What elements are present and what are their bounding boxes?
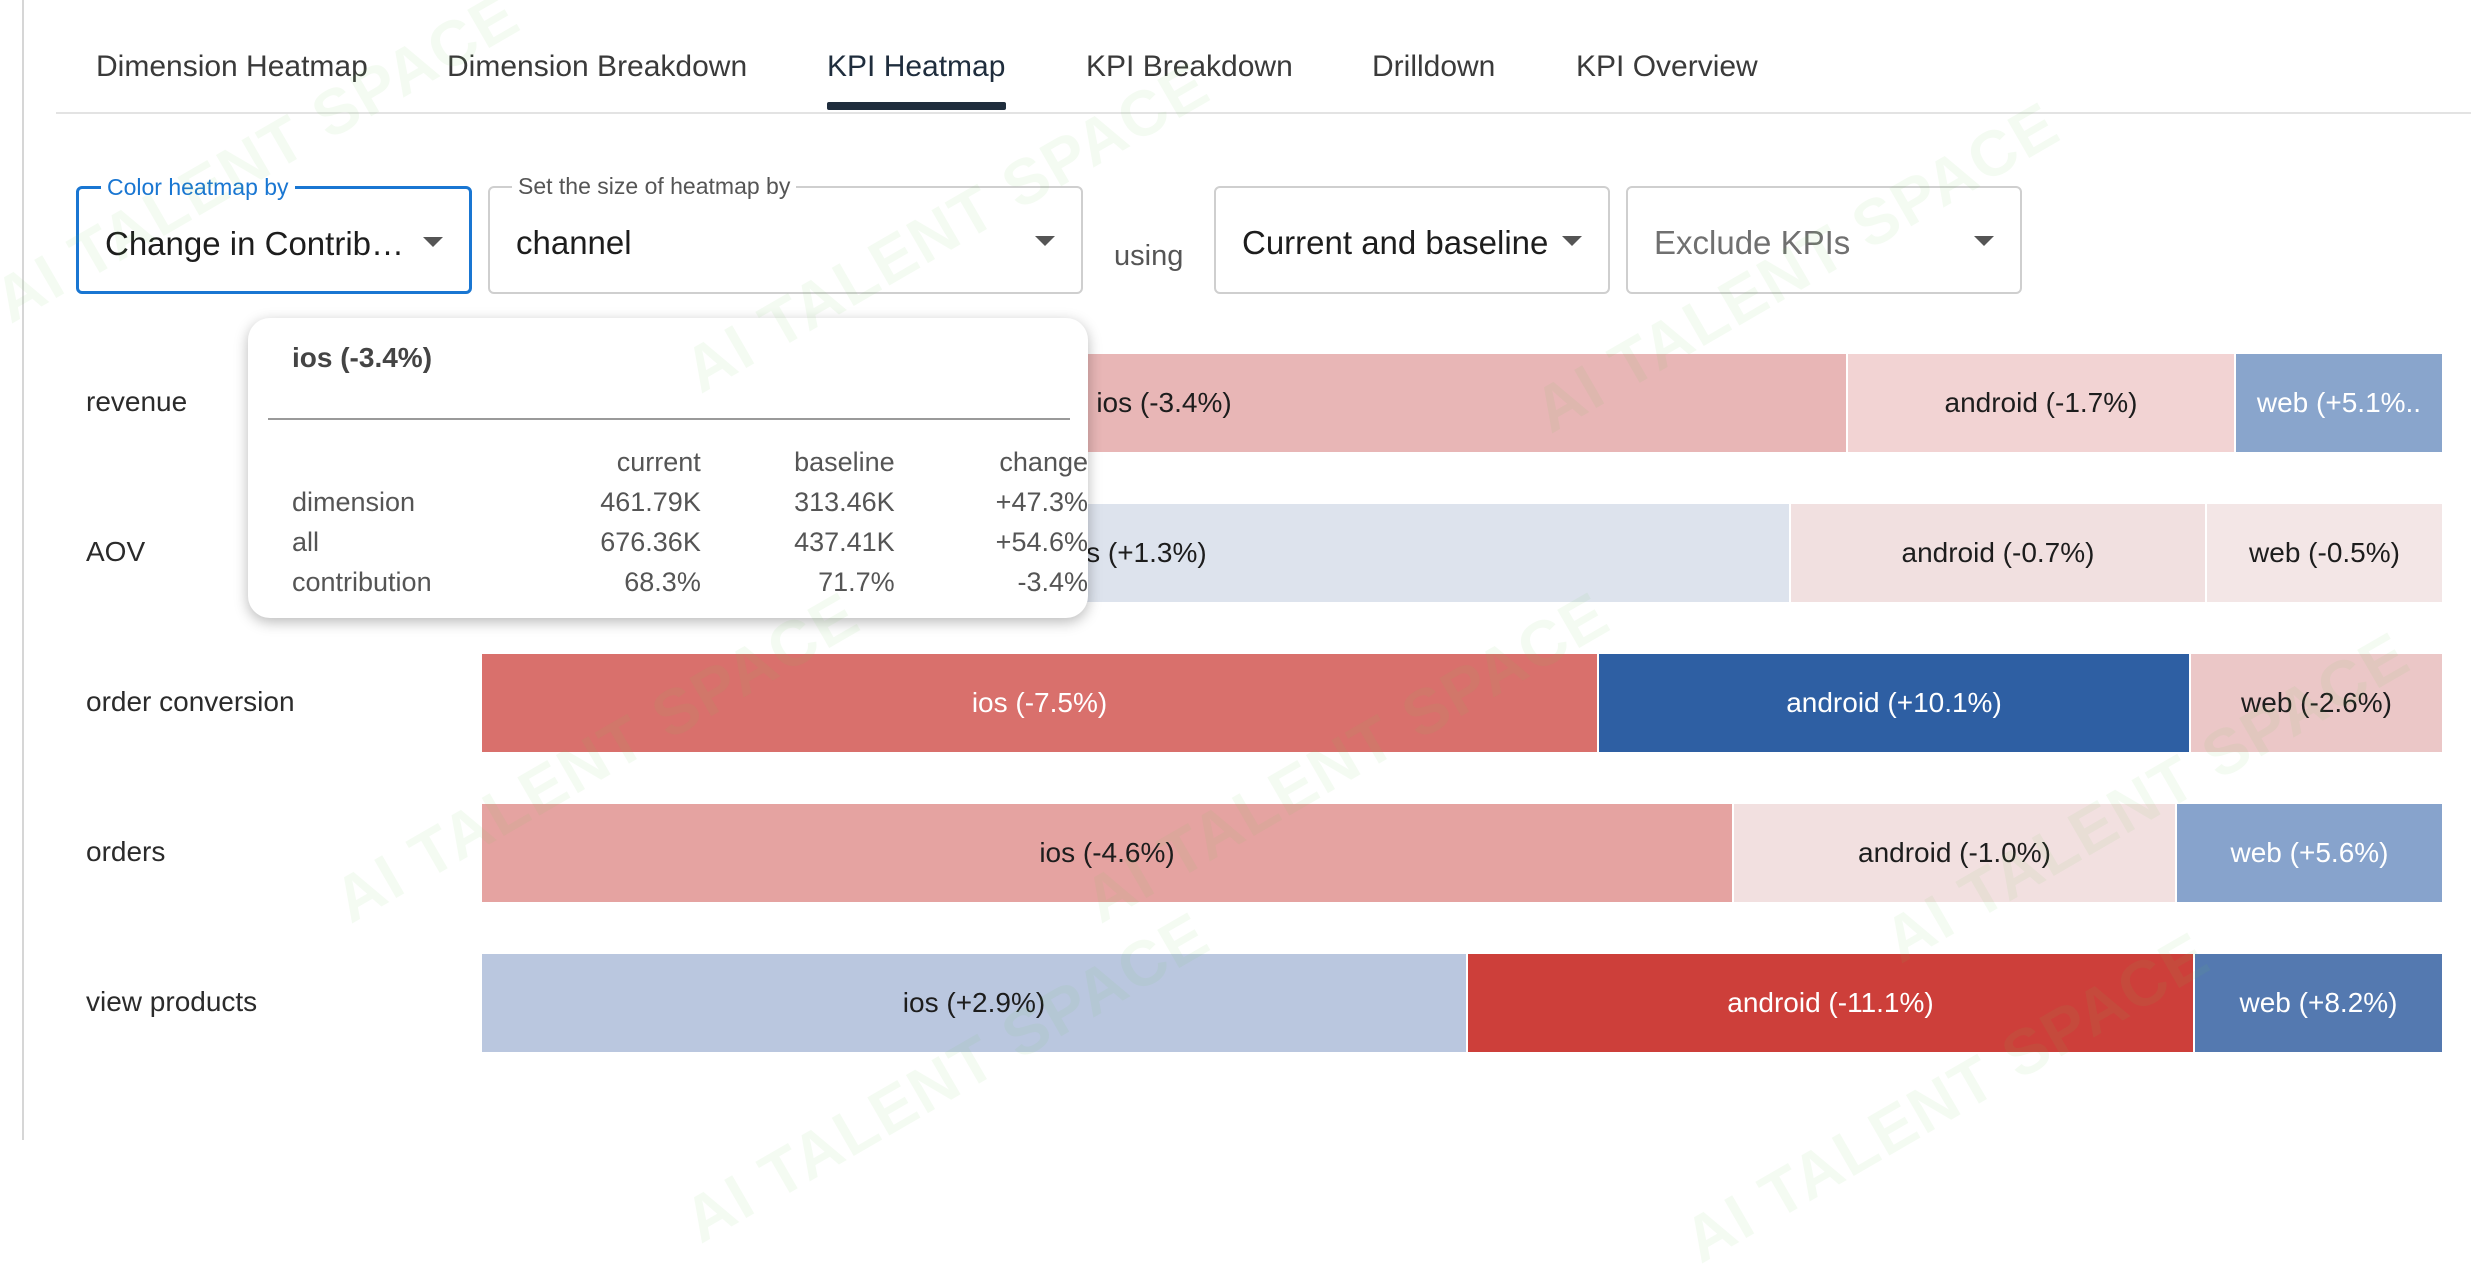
tab-kpi-heatmap[interactable]: KPI Heatmap [827, 50, 1006, 83]
tab-kpi-overview[interactable]: KPI Overview [1576, 50, 1758, 83]
tab-drilldown[interactable]: Drilldown [1372, 50, 1496, 83]
tooltip-baseline-value: 437.41K [794, 526, 895, 557]
chevron-down-icon [1562, 236, 1582, 246]
tab-bar: Dimension Heatmap Dimension Breakdown KP… [56, 40, 2471, 114]
color-by-label: Color heatmap by [101, 173, 295, 201]
color-by-select[interactable]: Color heatmap by Change in Contrib… [76, 173, 472, 294]
exclude-kpis-placeholder: Exclude KPIs [1654, 224, 1851, 261]
tooltip-row-label: all [292, 526, 320, 557]
tooltip-row-contribution: contribution 68.3% 71.7% -3.4% [292, 562, 1088, 602]
tooltip-row-all: all 676.36K 437.41K +54.6% [292, 522, 1088, 562]
tooltip-row-label: dimension [292, 486, 416, 517]
chevron-down-icon [1974, 236, 1994, 246]
heatmap-cell[interactable]: android (-1.7%) [1848, 354, 2234, 452]
heatmap-cell[interactable]: android (-1.0%) [1734, 804, 2175, 902]
chevron-down-icon [1035, 236, 1055, 246]
heatmap-cell[interactable]: android (-11.1%) [1468, 954, 2193, 1052]
tooltip-title: ios (-3.4%) [292, 342, 433, 373]
tooltip-col-baseline: baseline [794, 446, 895, 477]
left-border [22, 0, 24, 1140]
row-label-view-products: view products [86, 986, 258, 1017]
color-by-value: Change in Contrib… [105, 225, 404, 262]
tooltip-current-value: 676.36K [600, 526, 701, 557]
tooltip-change-value: +47.3% [995, 486, 1088, 517]
tooltip-col-change: change [999, 446, 1088, 477]
size-by-select[interactable]: Set the size of heatmap by channel [488, 172, 1083, 294]
tab-kpi-breakdown[interactable]: KPI Breakdown [1086, 50, 1293, 83]
heatmap-cell[interactable]: ios (-7.5%) [482, 654, 1597, 752]
heatmap-cell[interactable]: ios (+2.9%) [482, 954, 1466, 1052]
exclude-kpis-select[interactable]: Exclude KPIs [1626, 186, 2022, 294]
heatmap-cell[interactable]: web (-2.6%) [2191, 654, 2442, 752]
tooltip-change-value: +54.6% [995, 526, 1088, 557]
tooltip-baseline-value: 313.46K [794, 486, 895, 517]
size-by-value: channel [516, 224, 632, 261]
tooltip-divider [268, 418, 1070, 420]
tab-dimension-heatmap[interactable]: Dimension Heatmap [96, 50, 368, 83]
heatmap-cell[interactable]: web (-0.5%) [2207, 504, 2442, 602]
heatmap-cell[interactable]: ios (-4.6%) [482, 804, 1732, 902]
heatmap-cell[interactable]: web (+8.2%) [2195, 954, 2442, 1052]
row-label-aov: AOV [86, 536, 146, 567]
tooltip-change-value: -3.4% [1017, 566, 1088, 597]
using-text: using [1114, 240, 1184, 272]
heatmap-cell[interactable]: android (-0.7%) [1791, 504, 2205, 602]
heatmap-cell[interactable]: web (+5.1%.. [2236, 354, 2442, 452]
tooltip-col-current: current [616, 446, 701, 477]
tooltip-row-label: contribution [292, 566, 432, 597]
tab-dimension-breakdown[interactable]: Dimension Breakdown [447, 50, 748, 83]
kpi-heatmap: ios (-3.4%) android (-1.7%) web (+5.1%.. io… [482, 354, 2442, 1054]
compare-period-select[interactable]: Current and baseline [1214, 186, 1610, 294]
row-label-revenue: revenue [86, 386, 188, 417]
size-by-label: Set the size of heatmap by [512, 172, 797, 200]
heatmap-cell[interactable]: web (+5.6%) [2177, 804, 2442, 902]
tooltip-current-value: 68.3% [624, 566, 701, 597]
row-label-orders: orders [86, 836, 166, 867]
compare-period-value: Current and baseline [1242, 224, 1549, 261]
heatmap-tooltip: ios (-3.4%) current baseline change dime… [248, 318, 1088, 618]
row-label-order-conversion: order conversion [86, 686, 295, 717]
tooltip-table: current baseline change dimension 461.79… [292, 442, 1088, 602]
tooltip-baseline-value: 71.7% [818, 566, 895, 597]
heatmap-cell[interactable]: android (+10.1%) [1599, 654, 2189, 752]
tooltip-row-dimension: dimension 461.79K 313.46K +47.3% [292, 482, 1088, 522]
tooltip-current-value: 461.79K [600, 486, 701, 517]
chevron-down-icon [423, 237, 443, 247]
active-tab-indicator [827, 102, 1006, 110]
